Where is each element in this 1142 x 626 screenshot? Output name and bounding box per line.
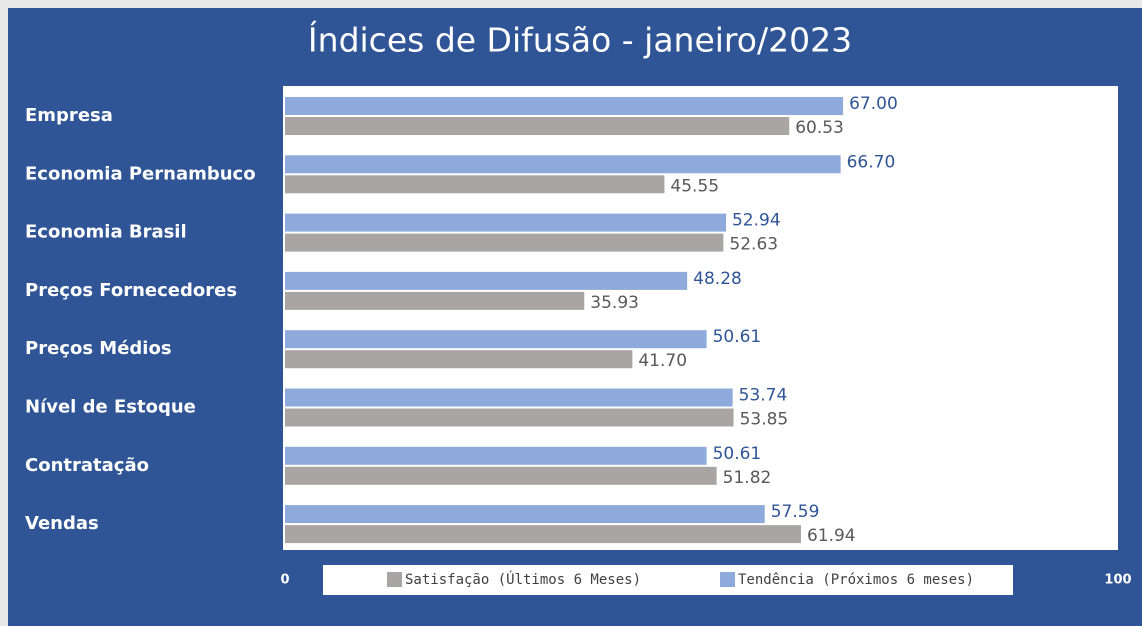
y-tick-label: Nível de Estoque: [25, 397, 196, 418]
bar: [285, 97, 844, 115]
x-tick-label: 0: [280, 573, 289, 588]
y-tick-label: Empresa: [25, 105, 113, 126]
y-tick-label: Preços Fornecedores: [25, 280, 237, 301]
bar: [285, 408, 734, 427]
bar: [285, 330, 707, 349]
bar: [285, 155, 841, 174]
legend-swatch: [720, 572, 735, 587]
data-label: 52.63: [729, 235, 778, 255]
data-label: 61.94: [807, 526, 856, 546]
data-label: 53.74: [739, 386, 788, 406]
x-tick-label: 100: [1104, 573, 1131, 588]
y-tick-label: Contratação: [25, 455, 149, 476]
data-label: 51.82: [723, 468, 772, 488]
data-label: 67.00: [849, 94, 898, 114]
bar: [285, 525, 801, 544]
y-tick-label: Economia Pernambuco: [25, 163, 256, 184]
bar: [285, 446, 707, 465]
bar: [285, 505, 765, 524]
bar: [285, 213, 726, 232]
bar: [285, 271, 688, 290]
bar: [285, 117, 790, 135]
data-label: 48.28: [693, 269, 742, 289]
data-label: 52.94: [732, 211, 781, 231]
data-label: 53.85: [740, 410, 789, 430]
data-label: 35.93: [590, 293, 639, 313]
bar: [285, 350, 633, 369]
bar: [285, 388, 733, 407]
y-tick-label: Economia Brasil: [25, 222, 187, 243]
data-label: 50.61: [713, 327, 762, 347]
chart-title: Índices de Difusão - janeiro/2023: [308, 20, 852, 60]
data-label: 41.70: [638, 351, 687, 371]
legend-label: Tendência (Próximos 6 meses): [738, 572, 974, 588]
bar: [285, 466, 717, 485]
y-tick-label: Vendas: [25, 513, 99, 534]
legend-label: Satisfação (Últimos 6 Meses): [405, 570, 641, 588]
y-tick-label: Preços Médios: [25, 338, 172, 359]
data-label: 50.61: [713, 444, 762, 464]
bar: [285, 291, 585, 310]
bar: [285, 175, 665, 194]
legend: [323, 565, 1013, 595]
data-label: 57.59: [771, 502, 820, 522]
data-label: 60.53: [795, 118, 844, 138]
bar: [285, 233, 724, 252]
data-label: 45.55: [670, 176, 719, 196]
legend-swatch: [387, 572, 402, 587]
data-label: 66.70: [847, 152, 896, 172]
